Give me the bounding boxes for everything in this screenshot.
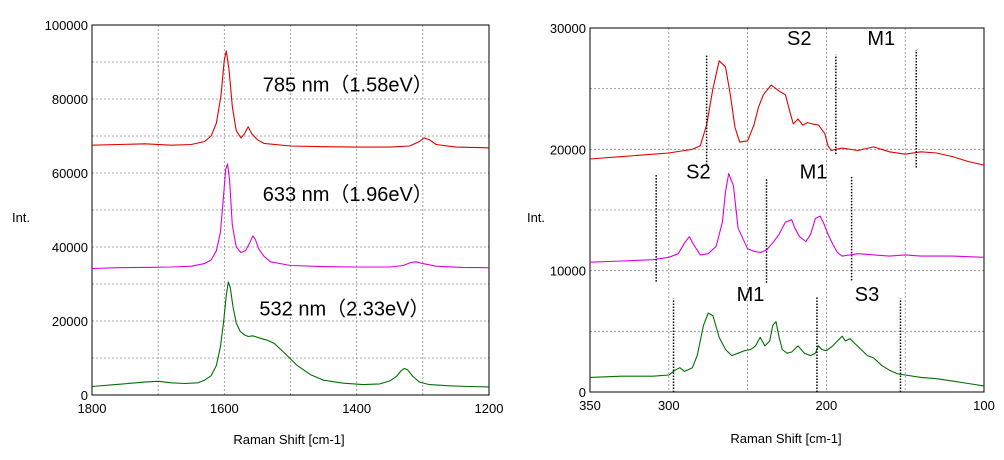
plot-frame bbox=[91, 24, 490, 396]
y-tick-label: 30000 bbox=[550, 21, 586, 36]
y-axis-label: Int. bbox=[12, 210, 30, 225]
y-tick-label: 10000 bbox=[550, 264, 586, 279]
chart-panel-2: 0 10000 20000 30000 350 300 200 100 Int. Raman Sh… bbox=[527, 21, 995, 446]
annotation-label: M1 bbox=[800, 161, 828, 183]
y-tick-label: 20000 bbox=[550, 142, 586, 157]
annotation-label: M1 bbox=[867, 28, 895, 50]
annotation-label: 532 nm（2.33eV） bbox=[259, 297, 429, 320]
y-tick-label: 0 bbox=[579, 385, 586, 400]
annotation-label: S3 bbox=[855, 284, 879, 306]
x-tick-label: 1600 bbox=[210, 401, 239, 416]
y-tick-label: 0 bbox=[81, 388, 88, 403]
y-tick-label: 60000 bbox=[52, 166, 88, 181]
series-line-1 bbox=[589, 60, 985, 166]
y-tick-label: 80000 bbox=[52, 92, 88, 107]
series-line-1 bbox=[91, 50, 490, 149]
series-line-3 bbox=[91, 281, 490, 388]
series-line-3 bbox=[589, 312, 985, 387]
x-axis-label: Raman Shift [cm-1] bbox=[730, 431, 841, 446]
plot-frame bbox=[589, 27, 985, 393]
x-tick-label: 300 bbox=[658, 398, 680, 413]
y-tick-label: 20000 bbox=[52, 314, 88, 329]
annotation-label: M1 bbox=[737, 284, 765, 306]
x-tick-label: 350 bbox=[579, 398, 601, 413]
series-line-2 bbox=[91, 163, 490, 270]
annotation-label: 633 nm（1.96eV） bbox=[263, 183, 433, 206]
x-tick-label: 1800 bbox=[78, 401, 107, 416]
annotation-label: S2 bbox=[686, 161, 710, 183]
annotation-label: 785 nm（1.58eV） bbox=[263, 74, 433, 97]
x-tick-label: 200 bbox=[816, 398, 838, 413]
y-axis-label: Int. bbox=[527, 210, 545, 225]
y-tick-label: 40000 bbox=[52, 240, 88, 255]
annotation-label: S2 bbox=[787, 28, 811, 50]
x-tick-label: 1200 bbox=[475, 401, 504, 416]
chart-panel-1: 0 20000 40000 60000 80000 100000 1800 1600 1400 1… bbox=[12, 18, 504, 447]
y-tick-label: 100000 bbox=[45, 18, 88, 33]
x-tick-label: 1400 bbox=[342, 401, 371, 416]
gridlines bbox=[92, 25, 489, 395]
gridlines bbox=[590, 28, 984, 392]
series-line-2 bbox=[589, 173, 985, 263]
x-axis-label: Raman Shift [cm-1] bbox=[233, 432, 344, 447]
x-tick-label: 100 bbox=[973, 398, 995, 413]
